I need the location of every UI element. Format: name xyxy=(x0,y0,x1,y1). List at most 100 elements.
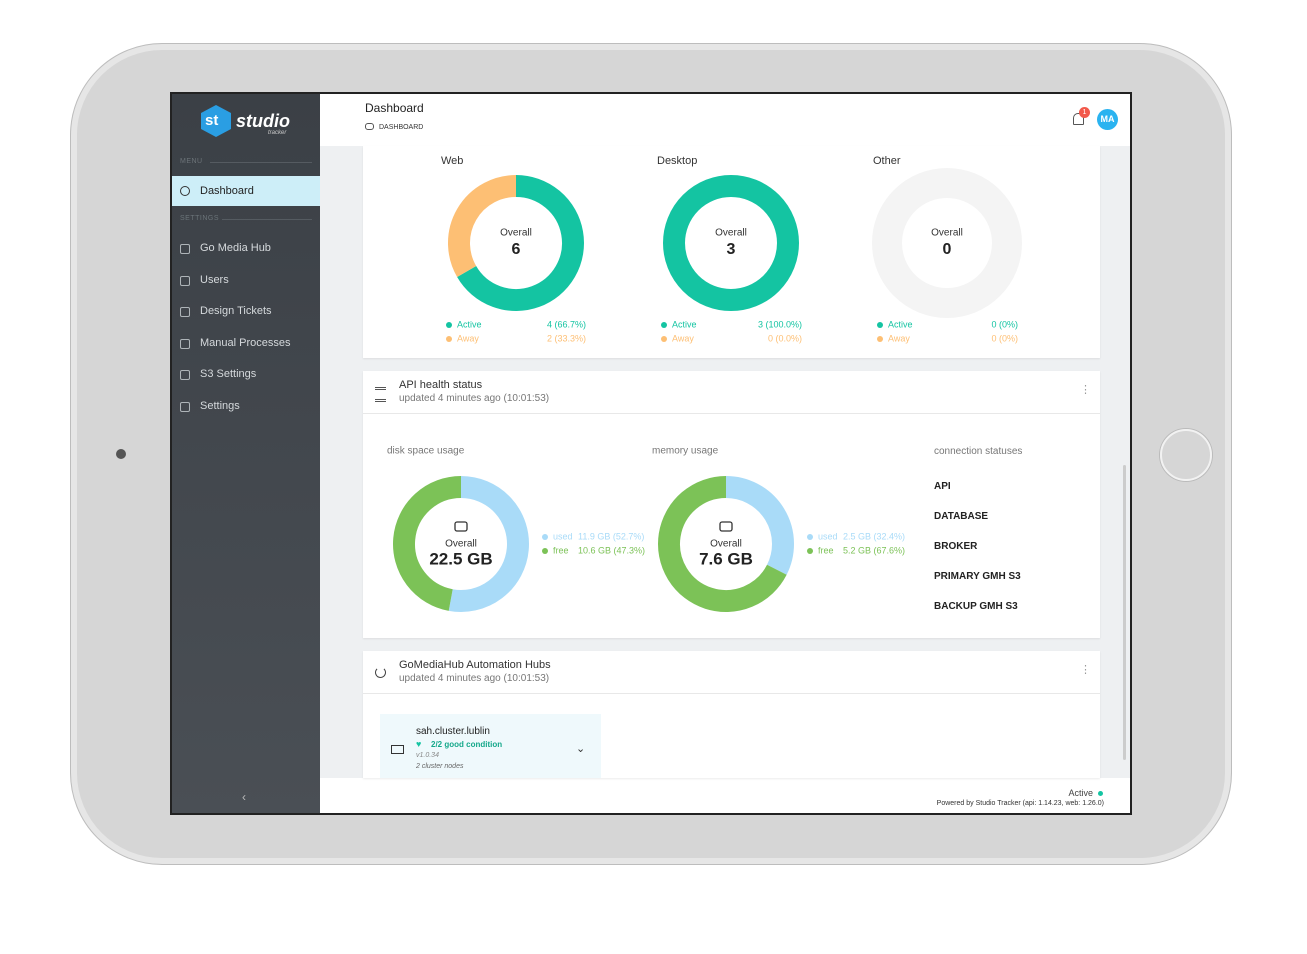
scrollbar[interactable] xyxy=(1123,465,1126,760)
cluster-box[interactable] xyxy=(380,714,601,778)
donut-segment xyxy=(393,476,462,611)
center-value: 7.6 GB xyxy=(699,549,753,568)
connection-name: BACKUP GMH S3 xyxy=(934,601,1018,612)
menu-icon xyxy=(180,276,190,286)
menu-icon xyxy=(180,307,190,317)
footer-bar xyxy=(320,778,1130,813)
menu-item[interactable]: Users xyxy=(200,274,229,286)
center-value: 0 xyxy=(943,241,952,258)
chart-title: Other xyxy=(873,155,901,167)
sidebar xyxy=(172,94,320,813)
settings-heading: SETTINGS xyxy=(180,215,220,222)
legend-dot xyxy=(446,322,452,328)
legend-value: 5.2 GB (67.6%) xyxy=(843,545,905,555)
cluster-condition: 2/2 good condition xyxy=(431,740,503,749)
legend-label: free xyxy=(553,545,569,555)
legend-dot xyxy=(661,322,667,328)
settings-line xyxy=(222,219,312,220)
connection-name: BROKER xyxy=(934,541,978,552)
legend-value: 3 (100.0%) xyxy=(758,319,802,329)
legend-label: Active xyxy=(888,319,913,329)
connection-name: DATABASE xyxy=(934,511,989,522)
collapse-toggle[interactable]: ‹ xyxy=(242,790,246,804)
breadcrumb: DASHBOARD xyxy=(379,124,424,131)
menu-heading: MENU xyxy=(180,158,203,165)
legend-value: 0 (0%) xyxy=(991,319,1018,329)
breadcrumb-icon xyxy=(365,123,374,130)
cluster-version: v1.0.34 xyxy=(416,752,439,759)
menu-icon xyxy=(180,370,190,380)
center-label: Overall xyxy=(710,539,742,550)
legend-label: Away xyxy=(457,333,479,343)
chart-title: Desktop xyxy=(657,155,697,167)
server-icon xyxy=(375,387,386,402)
legend-label: Away xyxy=(672,333,694,343)
legend-dot xyxy=(542,548,548,554)
center-value: 3 xyxy=(727,241,736,258)
avatar[interactable]: MA xyxy=(1097,109,1118,130)
center-value: 22.5 GB xyxy=(429,549,492,568)
heart-icon: ♥ xyxy=(416,739,422,749)
legend-value: 4 (66.7%) xyxy=(547,319,586,329)
notification-badge: 1 xyxy=(1079,107,1090,118)
home-button[interactable] xyxy=(1160,429,1212,481)
menu-line xyxy=(210,162,312,163)
chart-title: disk space usage xyxy=(387,446,465,457)
expand-chevron[interactable]: ⌄ xyxy=(576,743,586,755)
card-title: API health status xyxy=(399,379,483,391)
center-label: Overall xyxy=(500,228,532,239)
chart-title: Web xyxy=(441,155,463,167)
powered-by: Powered by Studio Tracker (api: 1.14.23,… xyxy=(936,800,1104,807)
logo-name: studio xyxy=(236,111,290,131)
menu-item[interactable]: S3 Settings xyxy=(200,368,257,380)
donut-segment xyxy=(725,476,794,575)
header-bar xyxy=(320,94,1130,146)
kebab[interactable]: ⋮ xyxy=(1080,384,1091,396)
donut-segment xyxy=(663,175,799,312)
connection-name: API xyxy=(934,481,951,492)
empty-ring xyxy=(872,168,1022,318)
legend-dot xyxy=(877,322,883,328)
center-value: 6 xyxy=(512,241,521,258)
center-label: Overall xyxy=(931,228,963,239)
menu-item[interactable]: Manual Processes xyxy=(200,337,291,349)
legend-label: used xyxy=(553,531,573,541)
chart-title: memory usage xyxy=(652,446,719,457)
legend-label: Away xyxy=(888,333,910,343)
menu-item[interactable]: Dashboard xyxy=(200,185,254,197)
footer-status: Active xyxy=(1068,788,1093,798)
legend-dot xyxy=(542,534,548,540)
legend-value: 0 (0.0%) xyxy=(768,333,802,343)
connections-title: connection statuses xyxy=(934,446,1023,457)
donut-segment xyxy=(448,476,529,612)
legend-label: Active xyxy=(457,319,482,329)
legend-dot xyxy=(807,548,813,554)
legend-dot xyxy=(446,336,452,342)
legend-dot xyxy=(807,534,813,540)
status-dot xyxy=(1098,791,1103,796)
legend-value: 2 (33.3%) xyxy=(547,333,586,343)
center-label: Overall xyxy=(445,539,477,550)
menu-item[interactable]: Go Media Hub xyxy=(200,242,271,254)
menu-icon xyxy=(180,244,190,254)
card-title: GoMediaHub Automation Hubs xyxy=(399,659,551,671)
bell[interactable] xyxy=(1073,113,1084,125)
monitor-icon xyxy=(391,745,404,754)
legend-value: 11.9 GB (52.7%) xyxy=(578,531,644,541)
menu-icon xyxy=(180,402,190,412)
card-updated: updated 4 minutes ago (10:01:53) xyxy=(399,393,550,404)
menu-item[interactable]: Design Tickets xyxy=(200,305,272,317)
menu-item[interactable]: Settings xyxy=(200,400,240,412)
camera xyxy=(116,449,126,459)
legend-label: Active xyxy=(672,319,697,329)
center-icon xyxy=(719,521,733,532)
active-item-bg xyxy=(172,176,320,206)
legend-dot xyxy=(877,336,883,342)
legend-value: 10.6 GB (47.3%) xyxy=(578,545,645,555)
kebab[interactable]: ⋮ xyxy=(1080,664,1091,676)
donut-segment xyxy=(448,175,517,277)
menu-icon xyxy=(180,339,190,349)
connection-name: PRIMARY GMH S3 xyxy=(934,571,1021,582)
